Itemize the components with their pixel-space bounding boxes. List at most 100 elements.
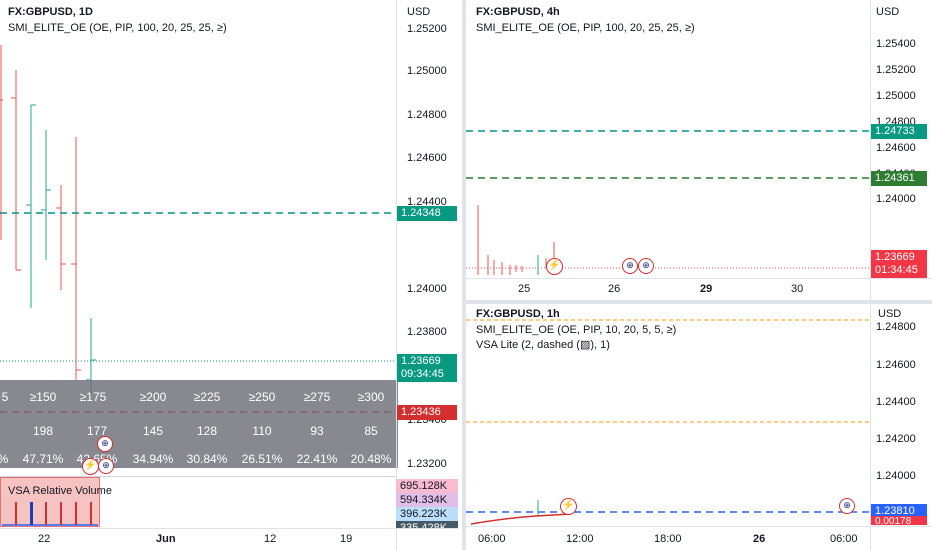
price-label-teal-line: 1.24348 xyxy=(397,206,457,221)
table-cell: 30.84% xyxy=(186,452,228,466)
price-tick: 1.25400 xyxy=(876,38,916,50)
price-tick: 1.24400 xyxy=(407,196,447,208)
price-scale-border xyxy=(396,0,397,550)
flag-uk-us-icon[interactable]: ⊕ xyxy=(622,258,638,274)
current-price-label: 1.23669 xyxy=(397,354,457,369)
countdown-label: 09:34:45 xyxy=(397,367,457,382)
symbol-title[interactable]: FX:GBPUSD, 1h xyxy=(476,308,560,320)
price-label-blue-line: 1.23810 xyxy=(871,504,927,519)
price-tick: 1.24800 xyxy=(407,109,447,121)
stats-table: 5 ≥150 ≥175 ≥200 ≥225 ≥250 ≥275 ≥300 198… xyxy=(0,380,398,468)
table-header: 5 xyxy=(1,390,9,404)
chart-pane-4h[interactable]: FX:GBPUSD, 4h SMI_ELITE_OE (OE, PIP, 100… xyxy=(466,0,932,300)
time-tick: 25 xyxy=(518,283,531,295)
table-header: ≥275 xyxy=(303,390,331,404)
time-tick: 19 xyxy=(340,533,353,545)
table-cell: 47.71% xyxy=(22,452,64,466)
price-tick: 1.23800 xyxy=(407,326,447,338)
table-cell: 85 xyxy=(364,424,378,438)
time-tick: 06:00 xyxy=(830,533,858,545)
currency-label: USD xyxy=(407,6,431,18)
price-tick: 1.24200 xyxy=(876,433,916,445)
price-tick: 1.24400 xyxy=(876,396,916,408)
table-header: ≥200 xyxy=(139,390,167,404)
currency-label: USD xyxy=(878,308,902,320)
volume-label: 335.428K xyxy=(396,521,458,529)
4h-candles xyxy=(466,130,870,275)
pane-divider-vertical[interactable] xyxy=(462,0,466,550)
pane-divider[interactable] xyxy=(0,476,396,477)
table-cell: 128 xyxy=(196,424,218,438)
table-cell: 34.94% xyxy=(132,452,174,466)
flag-uk-us-icon[interactable]: ⊕ xyxy=(638,258,654,274)
time-tick: 26 xyxy=(608,283,621,295)
price-tick: 1.25000 xyxy=(407,65,447,77)
price-tick: 1.25200 xyxy=(876,64,916,76)
current-price-label: 1.23669 xyxy=(871,250,927,265)
chart-pane-daily[interactable]: FX:GBPUSD, 1D SMI_ELITE_OE (OE, PIP, 100… xyxy=(0,0,458,550)
price-label-green-line: 1.24361 xyxy=(871,171,927,186)
indicator-value-label: 0.00178 xyxy=(871,516,927,525)
time-axis-border xyxy=(466,526,932,527)
price-tick: 1.25000 xyxy=(876,90,916,102)
time-tick: 12 xyxy=(264,533,277,545)
price-tick: 1.24000 xyxy=(876,193,916,205)
price-tick: 1.24800 xyxy=(876,321,916,333)
price-tick: 1.24600 xyxy=(407,152,447,164)
table-cell: % xyxy=(0,452,28,466)
price-tick: 1.24600 xyxy=(876,359,916,371)
table-header: ≥150 xyxy=(29,390,57,404)
price-label-red-line: 1.23436 xyxy=(397,405,457,420)
time-tick: 22 xyxy=(38,533,51,545)
volume-label: 594.334K xyxy=(396,493,458,508)
table-cell: 26.51% xyxy=(241,452,283,466)
lightning-icon[interactable]: ⚡ xyxy=(560,498,577,515)
vsa-volume-bars xyxy=(2,502,98,526)
table-header: ≥300 xyxy=(357,390,385,404)
volume-label: 695.128K xyxy=(396,479,458,494)
symbol-title[interactable]: FX:GBPUSD, 1D xyxy=(8,6,93,18)
price-tick: 1.24000 xyxy=(876,470,916,482)
vsa-title[interactable]: VSA Relative Volume xyxy=(8,485,112,497)
volume-label: 396.223K xyxy=(396,507,458,522)
chart-pane-1h[interactable]: FX:GBPUSD, 1h SMI_ELITE_OE (OE, PIP, 10,… xyxy=(466,304,932,550)
pane-divider-horizontal[interactable] xyxy=(466,300,932,304)
table-cell: 145 xyxy=(142,424,164,438)
price-tick: 1.23200 xyxy=(407,458,447,470)
flag-uk-us-icon[interactable]: ⊕ xyxy=(839,498,855,514)
time-tick: 18:00 xyxy=(654,533,682,545)
table-header: ≥225 xyxy=(193,390,221,404)
price-tick: 1.25200 xyxy=(407,23,447,35)
time-tick: 30 xyxy=(791,283,804,295)
time-axis-border xyxy=(466,278,932,279)
price-label-teal-line: 1.24733 xyxy=(871,124,927,139)
table-cell: 22.41% xyxy=(296,452,338,466)
time-axis-border xyxy=(0,528,458,529)
currency-label: USD xyxy=(876,6,900,18)
table-header: ≥250 xyxy=(248,390,276,404)
indicator-legend[interactable]: SMI_ELITE_OE (OE, PIP, 100, 20, 25, 25, … xyxy=(476,22,695,34)
symbol-title[interactable]: FX:GBPUSD, 4h xyxy=(476,6,560,18)
time-tick: 26 xyxy=(753,533,766,545)
indicator-legend-2[interactable]: VSA Lite (2, dashed (▨), 1) xyxy=(476,339,610,351)
price-tick: 1.24000 xyxy=(407,283,447,295)
1h-candles xyxy=(466,319,870,525)
flag-uk-us-icon[interactable]: ⊕ xyxy=(97,436,113,452)
time-tick: Jun xyxy=(156,533,176,545)
price-tick: 1.24600 xyxy=(876,142,916,154)
time-tick: 12:00 xyxy=(566,533,594,545)
indicator-legend[interactable]: SMI_ELITE_OE (OE, PIP, 100, 20, 25, 25, … xyxy=(8,22,227,34)
price-scale-border xyxy=(870,304,871,550)
indicator-legend[interactable]: SMI_ELITE_OE (OE, PIP, 10, 20, 5, 5, ≥) xyxy=(476,324,677,336)
table-cell: 20.48% xyxy=(350,452,392,466)
table-cell: 177 xyxy=(86,424,108,438)
countdown-label: 01:34:45 xyxy=(871,263,927,278)
lightning-icon[interactable]: ⚡ xyxy=(546,258,563,275)
table-cell: 110 xyxy=(252,424,272,438)
lightning-icon[interactable]: ⚡ xyxy=(82,458,99,475)
table-header: ≥175 xyxy=(79,390,107,404)
price-scale-border xyxy=(870,0,871,300)
time-tick: 06:00 xyxy=(478,533,506,545)
flag-uk-us-icon[interactable]: ⊕ xyxy=(98,458,114,474)
table-cell: 198 xyxy=(32,424,54,438)
